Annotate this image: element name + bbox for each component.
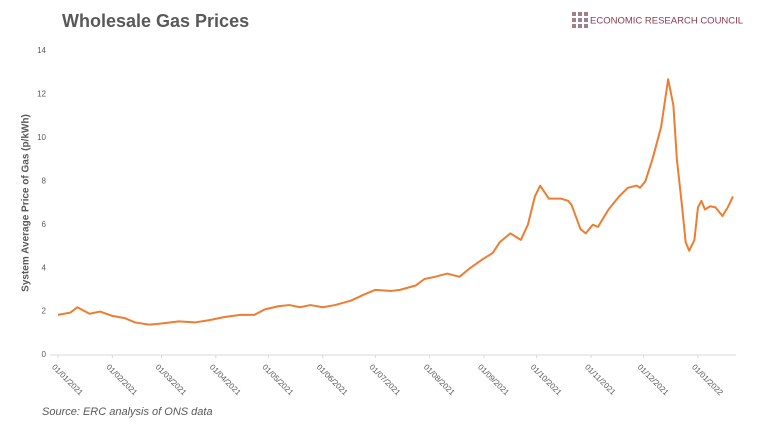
brand: ECONOMIC RESEARCH COUNCIL [590,16,743,27]
y-tick-label: 10 [37,133,46,142]
y-tick-label: 2 [42,307,47,316]
y-tick-label: 4 [42,263,47,272]
x-tick-label: 01/07/2021 [367,363,402,398]
x-tick-label: 01/02/2021 [104,363,139,398]
chart-title: Wholesale Gas Prices [62,11,249,31]
y-axis-label: System Average Price of Gas (p/kWh) [21,114,32,292]
y-tick-label: 14 [37,46,46,55]
x-tick-label: 01/03/2021 [154,363,189,398]
source: Source: ERC analysis of ONS data [42,406,213,418]
y-tick-label: 8 [42,176,47,185]
y-tick-label: 6 [42,220,47,229]
x-tick-label: 01/01/2021 [50,363,85,398]
x-tick-label: 01/11/2021 [583,363,618,398]
x-tick-label: 01/05/2021 [260,363,295,398]
x-tick-label: 01/04/2021 [208,363,243,398]
x-tick-label: 01/12/2021 [636,363,671,398]
x-tick-label: 01/01/2022 [690,363,725,398]
x-tick-label: 01/09/2021 [476,363,511,398]
x-tick-label: 01/06/2021 [315,363,350,398]
line-series [57,78,734,326]
brand-logo [572,12,588,28]
y-tick-label: 0 [42,350,47,359]
y-tick-label: 12 [37,90,46,99]
x-tick-label: 01/08/2021 [422,363,457,398]
x-tick-label: 01/10/2021 [529,363,564,398]
